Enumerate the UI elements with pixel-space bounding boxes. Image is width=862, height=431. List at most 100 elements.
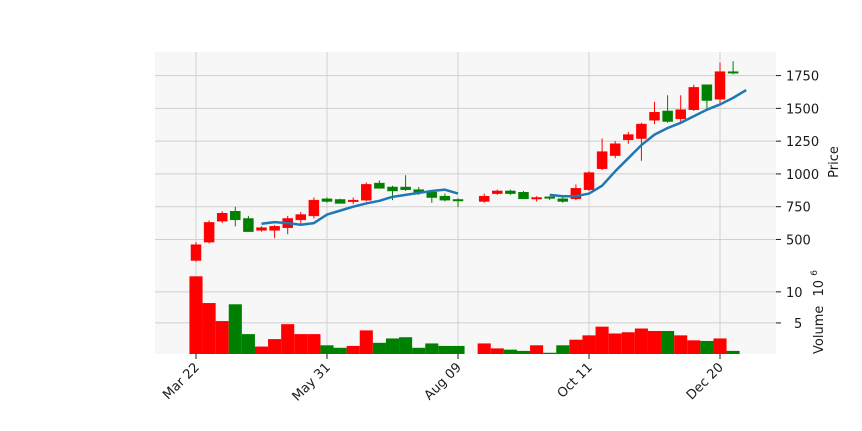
candle (321, 197, 333, 203)
volume-bar (438, 345, 452, 354)
candle-body (583, 172, 595, 190)
price-panel-background (155, 52, 776, 267)
moving-average-segment (261, 188, 459, 227)
candle-body (269, 226, 280, 231)
volume-tick-label: 10 (786, 286, 803, 301)
volume-bar (189, 276, 203, 354)
candle (609, 141, 621, 159)
candle-body (623, 134, 634, 141)
candle (478, 193, 490, 203)
candle-body (505, 190, 516, 194)
x-tick-label: Dec 20 (684, 360, 727, 403)
candle-body (714, 71, 726, 100)
volume-bar (490, 348, 504, 354)
candle-body (544, 196, 555, 199)
volume-bar (372, 342, 386, 354)
candle (544, 196, 555, 201)
volume-bar (647, 331, 662, 354)
candle-body (439, 195, 451, 201)
volume-bar (674, 335, 688, 354)
volume-axis-exponent: 6 (810, 270, 820, 276)
volume-bar (307, 334, 321, 354)
candle (727, 61, 739, 75)
volume-bar (294, 334, 308, 354)
candle (361, 182, 372, 202)
volume-bar (228, 304, 242, 354)
candle-body (452, 199, 464, 202)
volume-bar (713, 338, 727, 354)
volume-bar (621, 332, 635, 354)
candle (623, 131, 634, 144)
volume-bar (569, 339, 583, 354)
volume-bar (451, 345, 465, 354)
price-tick-label: 1500 (786, 102, 819, 117)
volume-bar (281, 324, 295, 354)
candle-body (492, 190, 503, 194)
moving-average-line (261, 88, 747, 227)
volume-bar (333, 347, 347, 354)
price-tick-label: 1250 (786, 135, 819, 150)
candle-body (295, 214, 307, 221)
volume-bar (254, 346, 269, 354)
candle (230, 206, 241, 227)
candle (714, 62, 726, 104)
candle (400, 175, 411, 191)
candle (518, 190, 529, 200)
volume-bar (268, 339, 282, 354)
candle-body (557, 198, 569, 202)
candle (596, 138, 608, 170)
x-axis-ticks: Mar 22 May 31 Aug 09 Oct 11 Dec 20 (160, 354, 727, 404)
candle-body (190, 244, 202, 261)
candle-body (596, 151, 608, 169)
volume-bar (726, 350, 740, 354)
candle-body (636, 123, 647, 139)
volume-bars (189, 276, 740, 354)
candle (688, 84, 700, 111)
candle (439, 193, 451, 202)
candle-body (531, 197, 542, 200)
price-tick-label: 500 (786, 233, 811, 248)
volume-bar (241, 334, 255, 354)
candle-body (688, 87, 700, 110)
volume-bar (320, 345, 334, 354)
candle-body (243, 218, 254, 232)
volume-bar (412, 347, 426, 354)
volume-bar (582, 335, 596, 354)
svg-text:Volume 10 6: Volume 10 6 (810, 270, 827, 354)
candle-body (426, 192, 438, 198)
candle-body (478, 195, 490, 202)
candle-body (518, 192, 529, 200)
volume-bar (516, 350, 531, 354)
candle-body (570, 188, 582, 200)
candle (662, 95, 673, 123)
volume-bar (687, 340, 701, 354)
volume-bar (477, 343, 491, 354)
y-axis-ticks: 500 750 1000 1250 1500 1750 5 10 (776, 70, 819, 332)
candle-body (230, 211, 241, 221)
candle-body (701, 84, 713, 101)
volume-bar (543, 352, 557, 354)
candle-body (675, 109, 686, 120)
price-axis-title: Price (827, 146, 842, 178)
candle-body (321, 198, 333, 202)
candle (583, 171, 595, 191)
volume-bar (530, 345, 544, 354)
volume-bar (399, 337, 413, 354)
candle-body (347, 199, 359, 202)
candle (295, 211, 307, 224)
moving-average-segment (549, 88, 747, 198)
candle-body (727, 71, 739, 74)
volume-bar (595, 326, 609, 354)
volume-bar (425, 343, 439, 354)
candle (203, 220, 215, 244)
x-tick-label: Mar 22 (160, 360, 203, 403)
candle-body (662, 110, 673, 122)
price-tick-label: 1000 (786, 168, 819, 183)
candle-body (361, 184, 372, 201)
candles (190, 61, 739, 262)
volume-tick-label: 5 (794, 317, 802, 332)
candle (492, 189, 503, 195)
x-tick-label: Aug 09 (422, 360, 465, 403)
candle (636, 122, 647, 161)
